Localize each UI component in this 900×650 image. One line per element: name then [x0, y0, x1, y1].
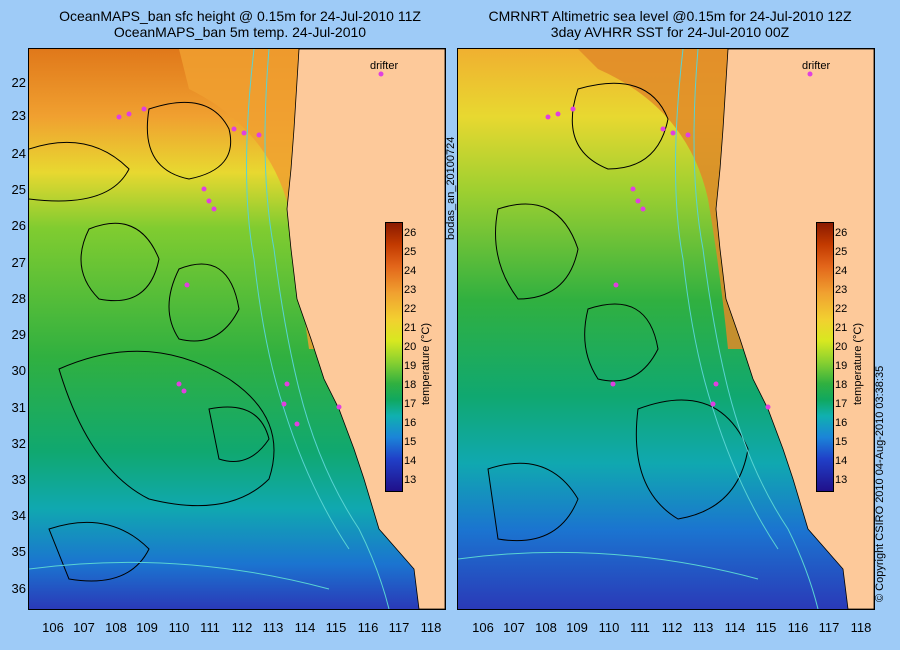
colorbar-tick: 14: [835, 455, 848, 467]
colorbar-tick: 22: [835, 303, 848, 315]
colorbar-tick: 26: [404, 227, 417, 239]
latitude-label: 33: [11, 472, 26, 487]
drifter-tracks: [116, 71, 384, 427]
warm-current: [578, 49, 758, 349]
latitude-label: 29: [11, 327, 26, 342]
colorbar-tick: 26: [835, 227, 848, 239]
latitude-label: 34: [11, 508, 26, 523]
longitude-label: 115: [755, 620, 777, 635]
longitude-label: 114: [294, 620, 316, 635]
colorbar-tick: 17: [835, 398, 848, 410]
ssh-contours: [29, 101, 275, 582]
right-panel-title: CMRNRT Altimetric sea level @0.15m for 2…: [450, 8, 890, 40]
longitude-label: 106: [42, 620, 64, 635]
longitude-label: 118: [850, 620, 872, 635]
left-colorbar: [385, 222, 403, 492]
colorbar-tick: 21: [404, 322, 417, 334]
colorbar-tick: 21: [835, 322, 848, 334]
latitude-label: 24: [11, 146, 26, 161]
longitude-label: 111: [200, 620, 220, 635]
left-title-line1: OceanMAPS_ban sfc height @ 0.15m for 24-…: [59, 8, 421, 24]
right-title-line2: 3day AVHRR SST for 24-Jul-2010 00Z: [550, 24, 790, 40]
colorbar-tick: 18: [404, 379, 417, 391]
colorbar-tick: 19: [404, 360, 417, 372]
longitude-label: 106: [472, 620, 494, 635]
latitude-label: 32: [11, 436, 26, 451]
colorbar-tick: 16: [835, 417, 848, 429]
colorbar-tick: 13: [404, 474, 417, 486]
longitude-label: 112: [231, 620, 253, 635]
colorbar-tick: 19: [835, 360, 848, 372]
longitude-label: 112: [661, 620, 683, 635]
right-drifter-label: drifter: [802, 60, 831, 72]
colorbar-tick: 15: [835, 436, 848, 448]
longitude-label: 118: [420, 620, 442, 635]
colorbar-tick: 13: [835, 474, 848, 486]
longitude-label: 108: [105, 620, 127, 635]
copyright-label: © Copyright CSIRO 2010 04-Aug-2010 03:38…: [874, 365, 886, 602]
left-colorbar-label: temperature (°C): [420, 322, 432, 405]
latitude-label: 30: [11, 363, 26, 378]
longitude-label: 115: [325, 620, 347, 635]
latitude-label: 27: [11, 255, 26, 270]
warm-current: [179, 49, 329, 349]
colorbar-tick: 23: [404, 284, 417, 296]
ssh-contours: [487, 82, 749, 542]
colorbar-tick: 17: [404, 398, 417, 410]
longitude-label: 108: [535, 620, 557, 635]
colorbar-tick: 24: [404, 265, 417, 277]
colorbar-tick: 15: [404, 436, 417, 448]
longitude-label: 113: [262, 620, 284, 635]
longitude-label: 113: [692, 620, 714, 635]
latitude-label: 31: [11, 400, 26, 415]
latitude-label: 28: [11, 291, 26, 306]
right-colorbar: [816, 222, 834, 492]
left-drifter-label: drifter: [370, 60, 399, 72]
bathymetry-contours: [29, 49, 390, 609]
colorbar-tick: 16: [404, 417, 417, 429]
longitude-label: 110: [598, 620, 620, 635]
right-map-svg: [458, 49, 874, 609]
longitude-label: 116: [787, 620, 809, 635]
latitude-label: 25: [11, 182, 26, 197]
right-colorbar-ticks: 26 25 24 23 22 21 20 19 18 17 16 15 14 1…: [835, 222, 865, 490]
colorbar-tick: 20: [404, 341, 417, 353]
colorbar-tick: 24: [835, 265, 848, 277]
right-colorbar-label: temperature (°C): [852, 322, 864, 405]
product-id-label: bodas_an_20100724: [445, 136, 457, 240]
colorbar-tick: 22: [404, 303, 417, 315]
latitude-label: 36: [11, 581, 26, 596]
longitude-label: 107: [503, 620, 525, 635]
colorbar-tick: 25: [404, 246, 417, 258]
colorbar-tick: 18: [835, 379, 848, 391]
right-title-line1: CMRNRT Altimetric sea level @0.15m for 2…: [488, 8, 852, 24]
left-panel-title: OceanMAPS_ban sfc height @ 0.15m for 24-…: [30, 8, 450, 40]
longitude-label: 109: [136, 620, 158, 635]
latitude-label: 26: [11, 218, 26, 233]
drifter-tracks: [545, 71, 813, 410]
longitude-label: 109: [566, 620, 588, 635]
longitude-label: 110: [168, 620, 190, 635]
longitude-label: 114: [724, 620, 746, 635]
right-map-panel: [457, 48, 875, 610]
colorbar-tick: 14: [404, 455, 417, 467]
bathymetry-contours: [458, 49, 819, 609]
latitude-label: 22: [11, 75, 26, 90]
longitude-label: 116: [357, 620, 379, 635]
longitude-label: 107: [73, 620, 95, 635]
longitude-label: 111: [630, 620, 650, 635]
longitude-label: 117: [388, 620, 410, 635]
left-title-line2: OceanMAPS_ban 5m temp. 24-Jul-2010: [113, 24, 367, 40]
left-map-panel: [28, 48, 446, 610]
latitude-label: 35: [11, 544, 26, 559]
colorbar-tick: 20: [835, 341, 848, 353]
colorbar-tick: 23: [835, 284, 848, 296]
left-map-svg: [29, 49, 445, 609]
latitude-label: 23: [11, 108, 26, 123]
colorbar-tick: 25: [835, 246, 848, 258]
left-colorbar-ticks: 26 25 24 23 22 21 20 19 18 17 16 15 14 1…: [404, 222, 434, 490]
longitude-label: 117: [818, 620, 840, 635]
